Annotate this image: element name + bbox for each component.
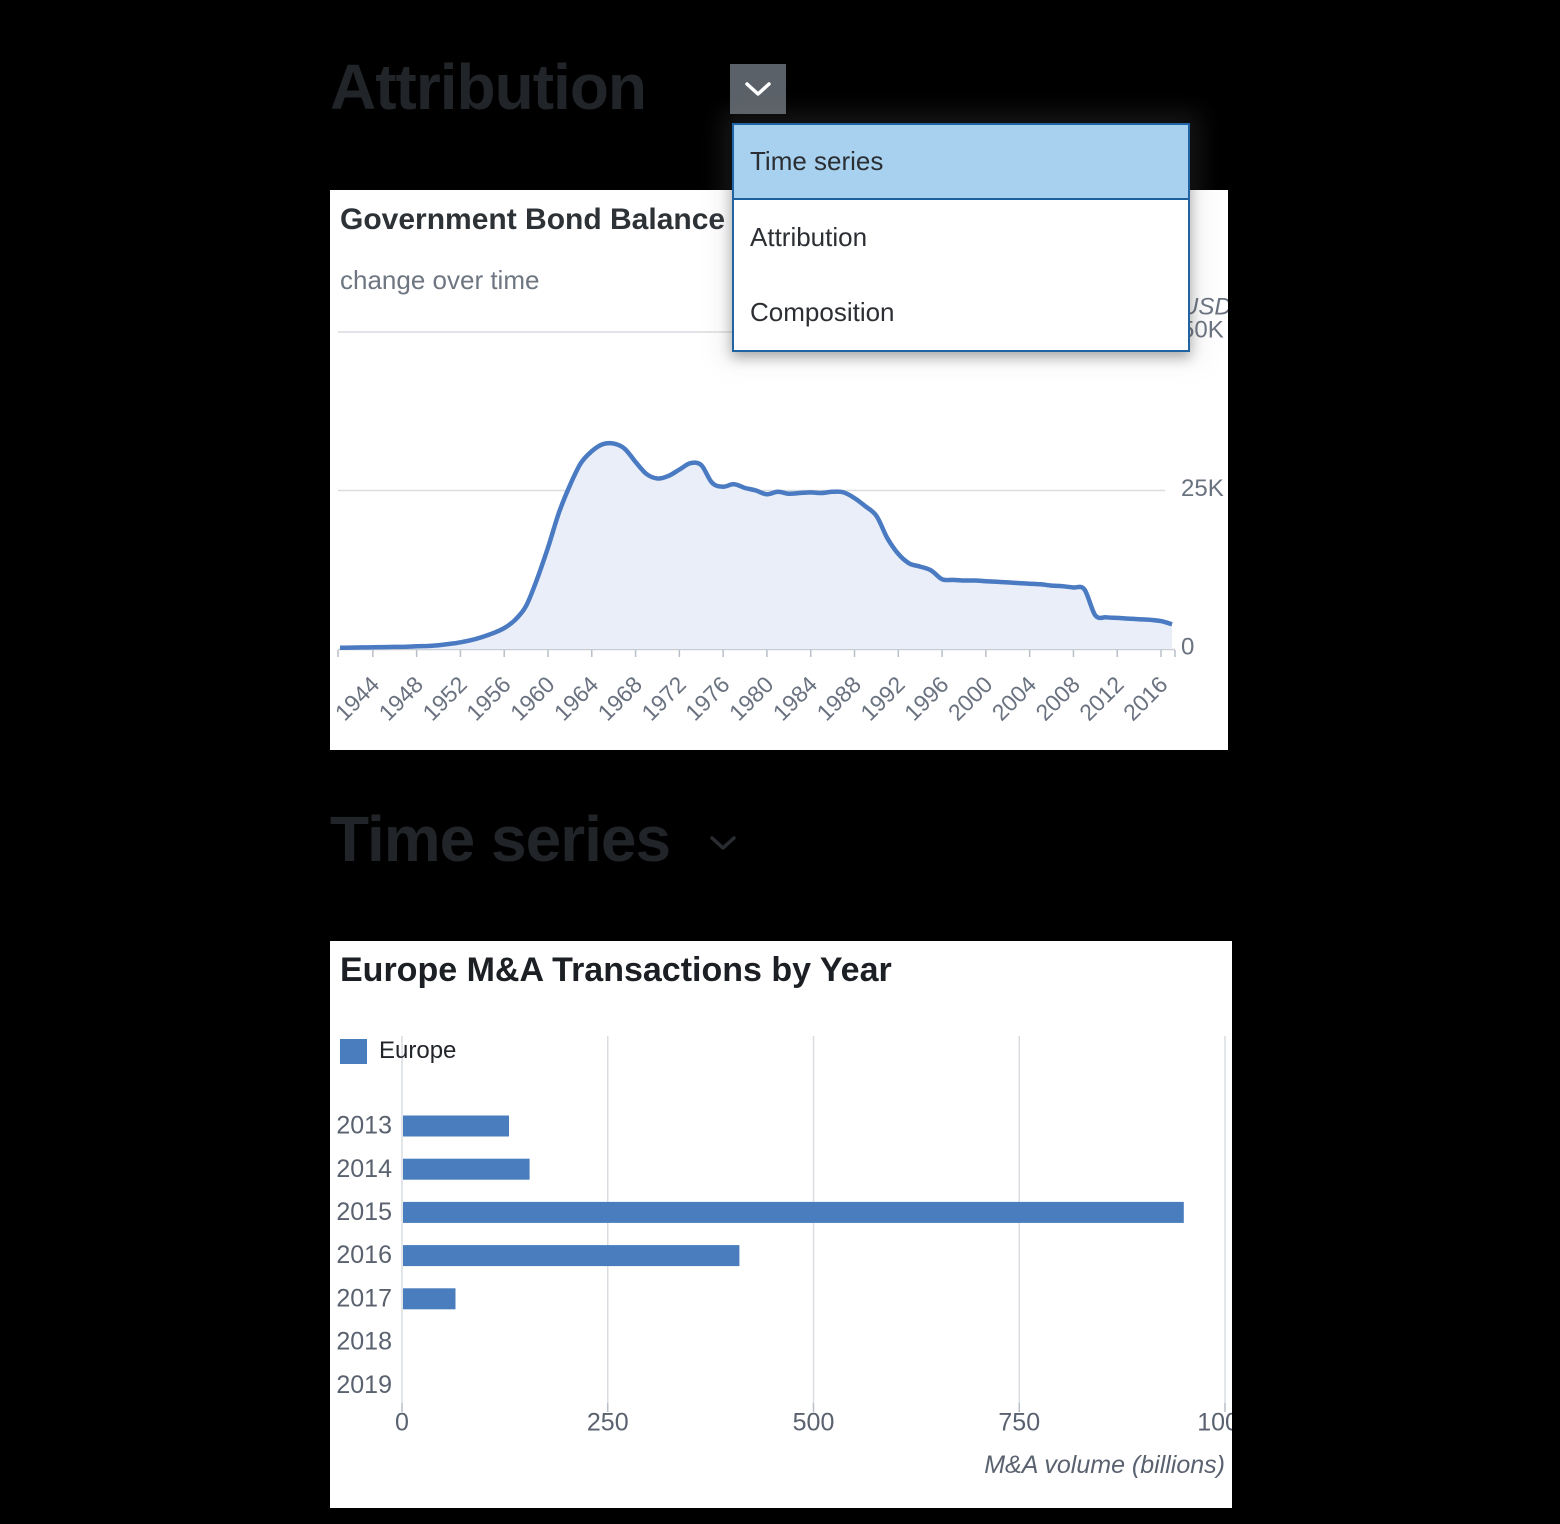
bar-chart-card: 0 250 500 750 1000 2013 2014 2015 2016 2017 2018 20…: [330, 941, 1232, 1508]
y-axis-tick-label: 25K: [1181, 475, 1224, 502]
section-dropdown-button[interactable]: [730, 64, 786, 114]
x-axis-tick-label: 2016: [1118, 671, 1173, 726]
x-axis-tick-label: 2008: [1030, 671, 1085, 726]
area-chart: 1944194819521956196019641968197219761980…: [330, 293, 1228, 726]
dropdown-item-time-series[interactable]: Time series: [734, 125, 1188, 200]
category-label: 2018: [336, 1328, 392, 1356]
area-chart-title: Government Bond Balance fr: [340, 203, 756, 236]
x-axis-tick-label: 0: [395, 1409, 409, 1437]
x-axis-tick-label: 1992: [855, 671, 910, 726]
area-series-line[interactable]: [339, 440, 1173, 650]
x-axis-tick-label: 250: [587, 1409, 629, 1437]
x-axis-tick-label: 2004: [987, 671, 1042, 726]
section-title: Attribution: [330, 51, 647, 123]
x-axis-tick-label: 1952: [417, 671, 472, 726]
bar-2016[interactable]: [403, 1245, 740, 1267]
dropdown-item-attribution[interactable]: Attribution: [734, 200, 1188, 275]
chevron-down-icon[interactable]: [708, 835, 738, 852]
x-axis-tick-label: 1000: [1197, 1409, 1232, 1437]
x-axis-tick-label: 2000: [943, 671, 998, 726]
x-axis-tick-label: 1968: [593, 671, 648, 726]
x-axis-tick-label: 1996: [899, 671, 954, 726]
legend-label: Europe: [379, 1037, 457, 1064]
x-axis-tick-label: 750: [998, 1409, 1040, 1437]
category-label: 2016: [336, 1241, 392, 1269]
legend-swatch-europe: [340, 1038, 367, 1064]
category-label: 2015: [336, 1198, 392, 1226]
section-title: Time series: [330, 803, 671, 875]
x-axis-tick-label: 1956: [461, 671, 516, 726]
legend: Europe: [340, 1037, 456, 1065]
x-axis-tick-label: 1976: [680, 671, 735, 726]
dropdown-menu: Time series Attribution Composition: [732, 123, 1190, 352]
bar-2013[interactable]: [403, 1115, 509, 1137]
y-axis-tick-label: 0: [1181, 633, 1194, 660]
x-axis-title: M&A volume (billions): [984, 1451, 1225, 1479]
category-label: 2017: [336, 1284, 392, 1312]
dropdown-item-label: Attribution: [750, 222, 868, 252]
section-heading-time-series: Time series: [330, 804, 738, 874]
bar-2017[interactable]: [403, 1288, 456, 1310]
dropdown-item-composition[interactable]: Composition: [734, 275, 1188, 350]
bar-2014[interactable]: [403, 1158, 530, 1180]
bar-chart: 0 250 500 750 1000 2013 2014 2015 2016 2017 2018 20…: [336, 1036, 1232, 1479]
category-label: 2019: [336, 1371, 392, 1399]
section-heading-attribution: Attribution: [330, 51, 647, 123]
bar-2015[interactable]: [403, 1201, 1184, 1223]
x-axis-tick-label: 2012: [1074, 671, 1129, 726]
chevron-down-icon: [745, 82, 771, 96]
category-label: 2013: [336, 1112, 392, 1140]
x-axis-tick-label: 1980: [724, 671, 779, 726]
x-axis-tick-label: 500: [793, 1409, 835, 1437]
category-label: 2014: [336, 1155, 392, 1183]
area-series-fill: [340, 443, 1172, 649]
x-axis-tick-label: 1960: [505, 671, 560, 726]
x-axis-tick-label: 1988: [811, 671, 866, 726]
dropdown-item-label: Time series: [750, 146, 884, 176]
x-axis-tick-label: 1984: [768, 671, 823, 726]
x-axis-tick-label: 1972: [636, 671, 691, 726]
x-axis-tick-label: 1944: [330, 671, 384, 726]
area-chart-subtitle: change over time: [340, 265, 540, 295]
x-axis-tick-label: 1948: [374, 671, 429, 726]
x-axis-tick-label: 1964: [549, 671, 604, 726]
dropdown-item-label: Composition: [750, 297, 895, 327]
bar-chart-title: Europe M&A Transactions by Year: [340, 951, 892, 989]
